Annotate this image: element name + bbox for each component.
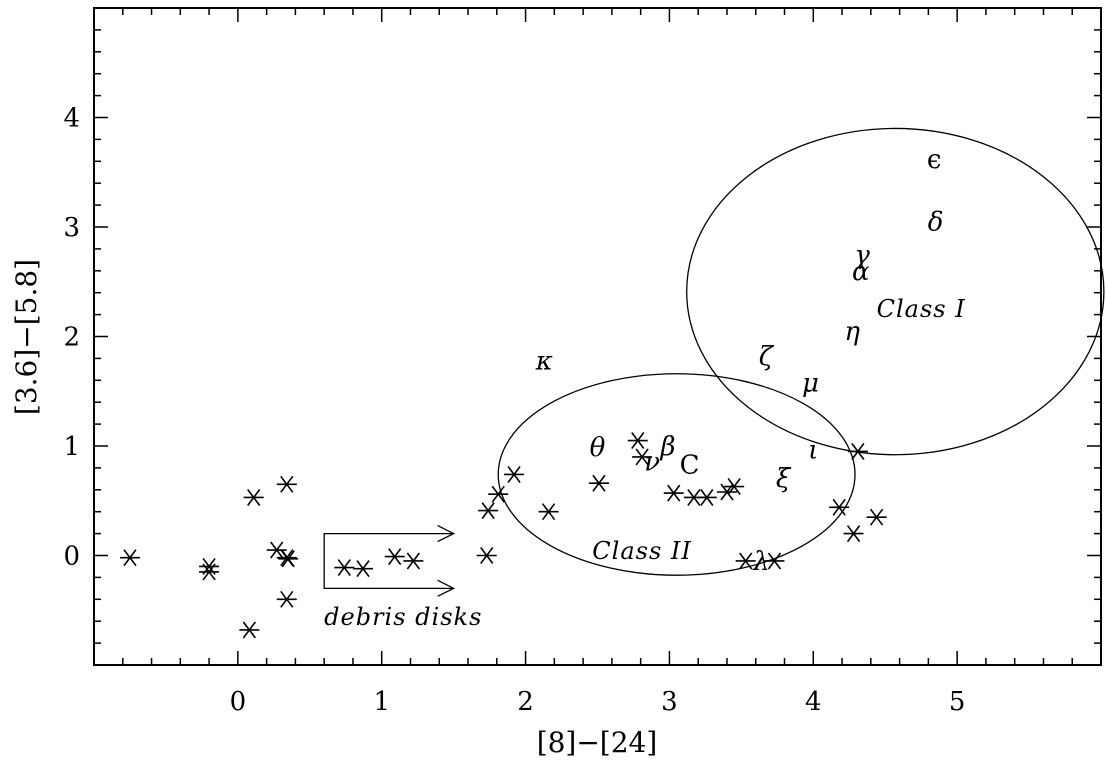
object-label: θ	[590, 433, 606, 463]
y-tick-label: 1	[63, 432, 80, 462]
debris-disks-annotation: debris disks	[323, 525, 482, 631]
object-label: λ	[752, 547, 769, 577]
object-label: α	[852, 257, 870, 287]
region-label-2: Class II	[592, 537, 692, 565]
debris-bracket	[323, 532, 454, 589]
data-point	[764, 552, 785, 570]
data-point	[724, 478, 745, 495]
data-point	[866, 508, 887, 526]
data-point	[353, 560, 374, 578]
object-label: C	[680, 451, 700, 481]
object-label: β	[659, 432, 675, 462]
data-point	[199, 563, 220, 581]
data-point	[843, 525, 864, 543]
data-point	[735, 552, 756, 570]
x-tick-label: 2	[517, 687, 534, 717]
region-ellipse-1	[686, 127, 1105, 456]
x-tick-label: 3	[661, 687, 678, 717]
data-point	[239, 621, 260, 639]
object-label: ϵ	[927, 145, 942, 175]
x-tick-label: 1	[373, 687, 390, 717]
data-point	[847, 442, 868, 460]
x-axis-title: [8]−[24]	[537, 726, 658, 759]
object-label: ξ	[776, 464, 792, 494]
y-tick-label: 4	[63, 104, 80, 134]
data-point	[276, 475, 297, 493]
y-axis-title: [3.6]−[5.8]	[10, 259, 43, 415]
data-points	[119, 432, 887, 639]
y-tick-label: 0	[63, 542, 80, 572]
classification-regions: Class I Class II	[497, 127, 1105, 576]
object-label: δ	[928, 208, 944, 238]
data-point	[488, 485, 509, 503]
debris-arrowhead	[437, 525, 456, 543]
data-point	[243, 488, 264, 506]
object-label: ι	[808, 435, 818, 465]
debris-label: debris disks	[324, 603, 482, 631]
object-label: γ	[854, 240, 870, 270]
object-label: ν	[644, 447, 660, 477]
data-point	[627, 432, 648, 450]
tick-labels: 0 1 2 3 4 5 0 1 2 3 4	[63, 104, 965, 718]
object-label: η	[844, 317, 860, 347]
data-point	[276, 590, 297, 608]
x-tick-label: 4	[805, 687, 822, 717]
tick-marks	[93, 7, 1102, 666]
plot-frame	[93, 7, 1102, 666]
data-point	[478, 502, 499, 520]
data-point	[504, 465, 525, 483]
y-tick-label: 2	[63, 323, 80, 353]
data-point	[119, 549, 140, 567]
x-tick-label: 0	[230, 687, 247, 717]
region-ellipse-2	[497, 373, 856, 576]
object-label: κ	[535, 347, 553, 377]
debris-arrowhead	[437, 579, 456, 597]
object-label: μ	[802, 368, 819, 398]
data-point	[266, 541, 287, 559]
data-point	[663, 484, 684, 502]
data-point	[403, 552, 424, 570]
data-point	[588, 474, 609, 492]
data-point	[538, 503, 559, 521]
data-point	[829, 498, 850, 516]
y-tick-label: 3	[63, 213, 80, 243]
data-point	[632, 448, 653, 466]
data-point	[384, 548, 405, 566]
data-point	[278, 550, 299, 568]
data-point	[696, 488, 717, 506]
object-label: ζ	[759, 342, 775, 372]
x-tick-label: 5	[949, 687, 966, 717]
data-point	[476, 547, 497, 564]
data-point	[334, 559, 355, 577]
region-label-1: Class I	[877, 295, 966, 323]
